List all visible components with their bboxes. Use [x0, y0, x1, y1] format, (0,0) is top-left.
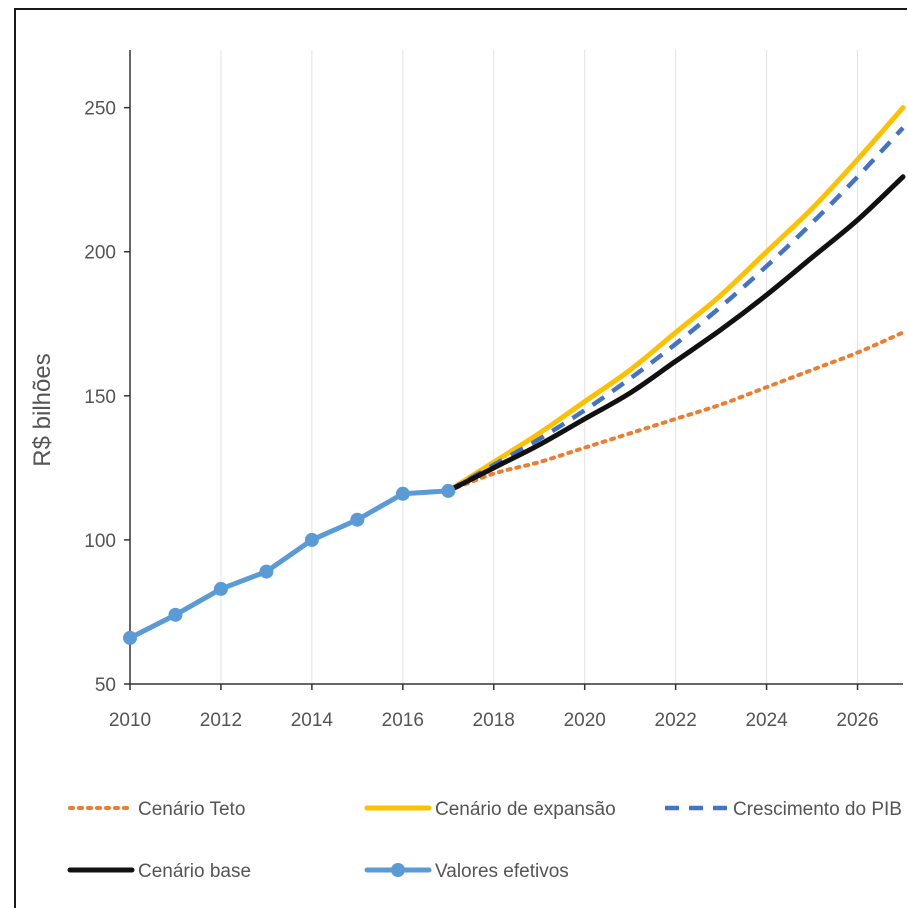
chart-frame — [14, 8, 907, 908]
legend-item: Cenário Teto — [68, 799, 245, 820]
data-point — [213, 581, 228, 596]
series-line-cenario-teto — [446, 330, 905, 493]
legend-label: Cenário de expansão — [435, 799, 616, 820]
y-tick-label: 200 — [84, 243, 116, 264]
x-tick-label: 2016 — [382, 710, 424, 731]
legend-label: Valores efetivos — [435, 861, 569, 882]
tick-labels: 50 100 150 200 250 2010 2012 2014 2016 2018 2020 20… — [84, 99, 878, 731]
y-tick-label: 150 — [84, 387, 116, 408]
series-line-crescimento-do-pib — [447, 126, 905, 493]
legend-item: Crescimento do PIB — [665, 799, 902, 820]
data-point — [304, 532, 319, 547]
legend-label: Crescimento do PIB — [733, 799, 902, 820]
data-point — [350, 512, 365, 527]
series-line-cenario-base — [445, 174, 906, 494]
legend-label: Cenário Teto — [138, 799, 245, 820]
x-tick-label: 2010 — [109, 710, 151, 731]
x-tick-label: 2024 — [745, 710, 788, 731]
axes — [124, 50, 903, 690]
data-point — [259, 564, 274, 579]
series-line-cenario-de-expansao — [445, 105, 906, 494]
y-axis-label: R$ bilhões — [29, 353, 56, 466]
x-tick-label: 2012 — [200, 710, 242, 731]
y-tick-label: 250 — [84, 99, 116, 120]
legend-item: Cenário base — [67, 861, 251, 882]
y-tick-label: 100 — [84, 531, 116, 552]
series-lines — [123, 105, 906, 645]
x-tick-label: 2022 — [655, 710, 697, 731]
legend-item: Cenário de expansão — [364, 799, 616, 820]
legend-item: Valores efetivos — [364, 861, 569, 882]
grid-lines — [129, 50, 859, 684]
legend-label: Cenário base — [138, 861, 251, 882]
y-tick-label: 50 — [95, 675, 116, 696]
data-point — [395, 486, 410, 501]
legend-marker — [391, 863, 405, 877]
data-point — [168, 607, 183, 622]
series-line-valores-efetivos — [127, 488, 451, 641]
x-tick-label: 2014 — [291, 710, 334, 731]
data-point — [123, 630, 137, 645]
x-tick-label: 2018 — [473, 710, 515, 731]
x-tick-label: 2020 — [564, 710, 606, 731]
data-point — [441, 483, 456, 498]
legend: Cenário Teto Cenário de expansão Crescimen… — [67, 799, 902, 882]
x-tick-label: 2026 — [836, 710, 878, 731]
